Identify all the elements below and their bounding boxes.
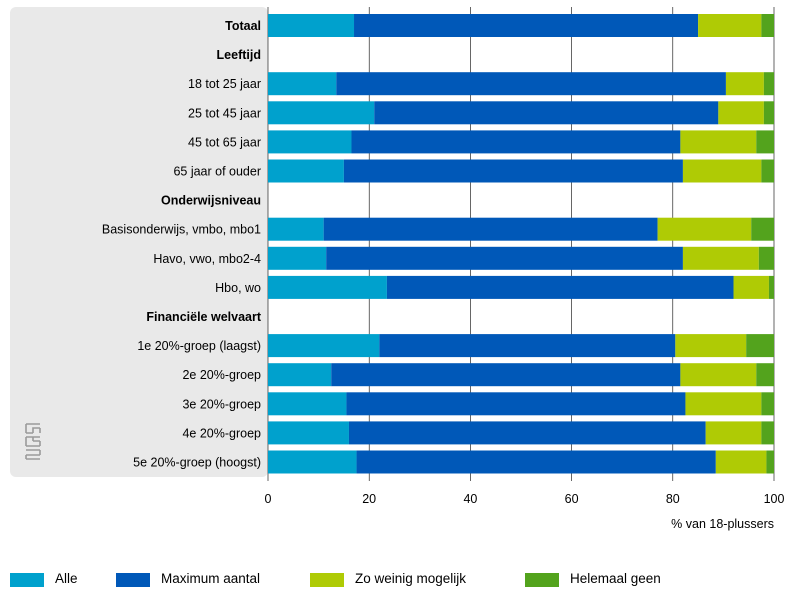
bar-segment-alle xyxy=(268,450,357,474)
legend-swatch xyxy=(525,573,559,587)
bar-segment-maximum-aantal xyxy=(379,334,676,358)
bar-segment-helemaal-geen xyxy=(763,72,774,96)
bar-segment-zo-weinig-mogelijk xyxy=(682,159,762,183)
bar-segment-zo-weinig-mogelijk xyxy=(725,72,764,96)
bar-segment-maximum-aantal xyxy=(343,159,683,183)
bar-segment-helemaal-geen xyxy=(763,101,774,125)
category-label: 18 tot 25 jaar xyxy=(188,77,261,91)
bar-segment-alle xyxy=(268,246,327,270)
bar-segment-alle xyxy=(268,101,375,125)
bar-segment-alle xyxy=(268,130,352,154)
bar-segment-zo-weinig-mogelijk xyxy=(705,421,762,445)
category-label: 45 tot 65 jaar xyxy=(188,135,261,149)
bar-segment-alle xyxy=(268,275,387,299)
bar-segment-helemaal-geen xyxy=(768,275,774,299)
bar-segment-zo-weinig-mogelijk xyxy=(682,246,759,270)
bar-segment-zo-weinig-mogelijk xyxy=(657,217,752,241)
bar-segment-helemaal-geen xyxy=(756,130,774,154)
x-tick-label: 80 xyxy=(666,492,680,506)
category-label: Totaal xyxy=(225,19,261,33)
bar-segment-maximum-aantal xyxy=(348,421,706,445)
bars xyxy=(268,14,774,474)
x-tick-label: 0 xyxy=(265,492,272,506)
bar-segment-helemaal-geen xyxy=(751,217,774,241)
category-labels: Totaal Leeftijd 18 tot 25 jaar 25 tot 45 ja… xyxy=(102,19,262,470)
category-label: Hbo, wo xyxy=(215,281,261,295)
bar-segment-zo-weinig-mogelijk xyxy=(675,334,747,358)
cbs-logo xyxy=(25,423,41,460)
category-label: Onderwijsniveau xyxy=(161,194,261,208)
bar-segment-maximum-aantal xyxy=(354,14,699,37)
bar-segment-helemaal-geen xyxy=(761,159,774,183)
bar-segment-helemaal-geen xyxy=(746,334,774,358)
bar-segment-maximum-aantal xyxy=(336,72,726,96)
bar-segment-maximum-aantal xyxy=(351,130,681,154)
legend-label: Maximum aantal xyxy=(161,571,260,586)
bar-segment-helemaal-geen xyxy=(761,421,774,445)
x-tick-label: 60 xyxy=(565,492,579,506)
bar-segment-maximum-aantal xyxy=(323,217,658,241)
x-axis-ticks: 0 20 40 60 80 100 xyxy=(265,492,785,506)
category-label: 25 tot 45 jaar xyxy=(188,106,261,120)
legend-swatch xyxy=(116,573,150,587)
bar-segment-alle xyxy=(268,363,332,387)
bar-segment-zo-weinig-mogelijk xyxy=(718,101,764,125)
bar-segment-alle xyxy=(268,72,337,96)
bar-segment-zo-weinig-mogelijk xyxy=(680,130,757,154)
category-label: Havo, vwo, mbo2-4 xyxy=(153,252,261,266)
category-label: 65 jaar of ouder xyxy=(173,165,261,179)
legend-label: Zo weinig mogelijk xyxy=(355,571,466,586)
bar-segment-maximum-aantal xyxy=(331,363,681,387)
legend-label: Helemaal geen xyxy=(570,571,661,586)
bar-segment-zo-weinig-mogelijk xyxy=(733,275,769,299)
bar-segment-alle xyxy=(268,392,347,416)
x-tick-label: 40 xyxy=(463,492,477,506)
bar-segment-zo-weinig-mogelijk xyxy=(685,392,762,416)
bar-segment-zo-weinig-mogelijk xyxy=(715,450,767,474)
category-label: 3e 20%-groep xyxy=(182,397,261,411)
legend: Alle Maximum aantal Zo weinig mogelijk Hele… xyxy=(10,571,661,587)
x-tick-label: 100 xyxy=(764,492,785,506)
bar-segment-alle xyxy=(268,421,349,445)
category-label: 2e 20%-groep xyxy=(182,368,261,382)
legend-label: Alle xyxy=(55,571,78,586)
bar-segment-zo-weinig-mogelijk xyxy=(698,14,762,37)
bar-segment-helemaal-geen xyxy=(761,14,774,37)
legend-swatch xyxy=(10,573,44,587)
bar-segment-helemaal-geen xyxy=(761,392,774,416)
bar-segment-alle xyxy=(268,14,355,37)
category-label-panel xyxy=(10,7,268,477)
bar-segment-alle xyxy=(268,334,380,358)
x-axis-title: % van 18-plussers xyxy=(671,517,774,531)
bar-segment-maximum-aantal xyxy=(356,450,716,474)
x-tick-label: 20 xyxy=(362,492,376,506)
legend-swatch xyxy=(310,573,344,587)
category-label: 1e 20%-groep (laagst) xyxy=(137,339,261,353)
bar-segment-alle xyxy=(268,217,324,241)
bar-segment-maximum-aantal xyxy=(346,392,686,416)
category-label: Leeftijd xyxy=(217,48,261,62)
bar-segment-maximum-aantal xyxy=(374,101,719,125)
bar-segment-maximum-aantal xyxy=(386,275,734,299)
category-label: Financiële welvaart xyxy=(146,310,261,324)
bar-segment-maximum-aantal xyxy=(326,246,683,270)
category-label: Basisonderwijs, vmbo, mbo1 xyxy=(102,223,261,237)
bar-segment-helemaal-geen xyxy=(766,450,774,474)
bar-segment-helemaal-geen xyxy=(756,363,774,387)
bar-segment-alle xyxy=(268,159,344,183)
bar-segment-zo-weinig-mogelijk xyxy=(680,363,757,387)
category-label: 5e 20%-groep (hoogst) xyxy=(133,456,261,470)
category-label: 4e 20%-groep xyxy=(182,426,261,440)
bar-segment-helemaal-geen xyxy=(758,246,774,270)
